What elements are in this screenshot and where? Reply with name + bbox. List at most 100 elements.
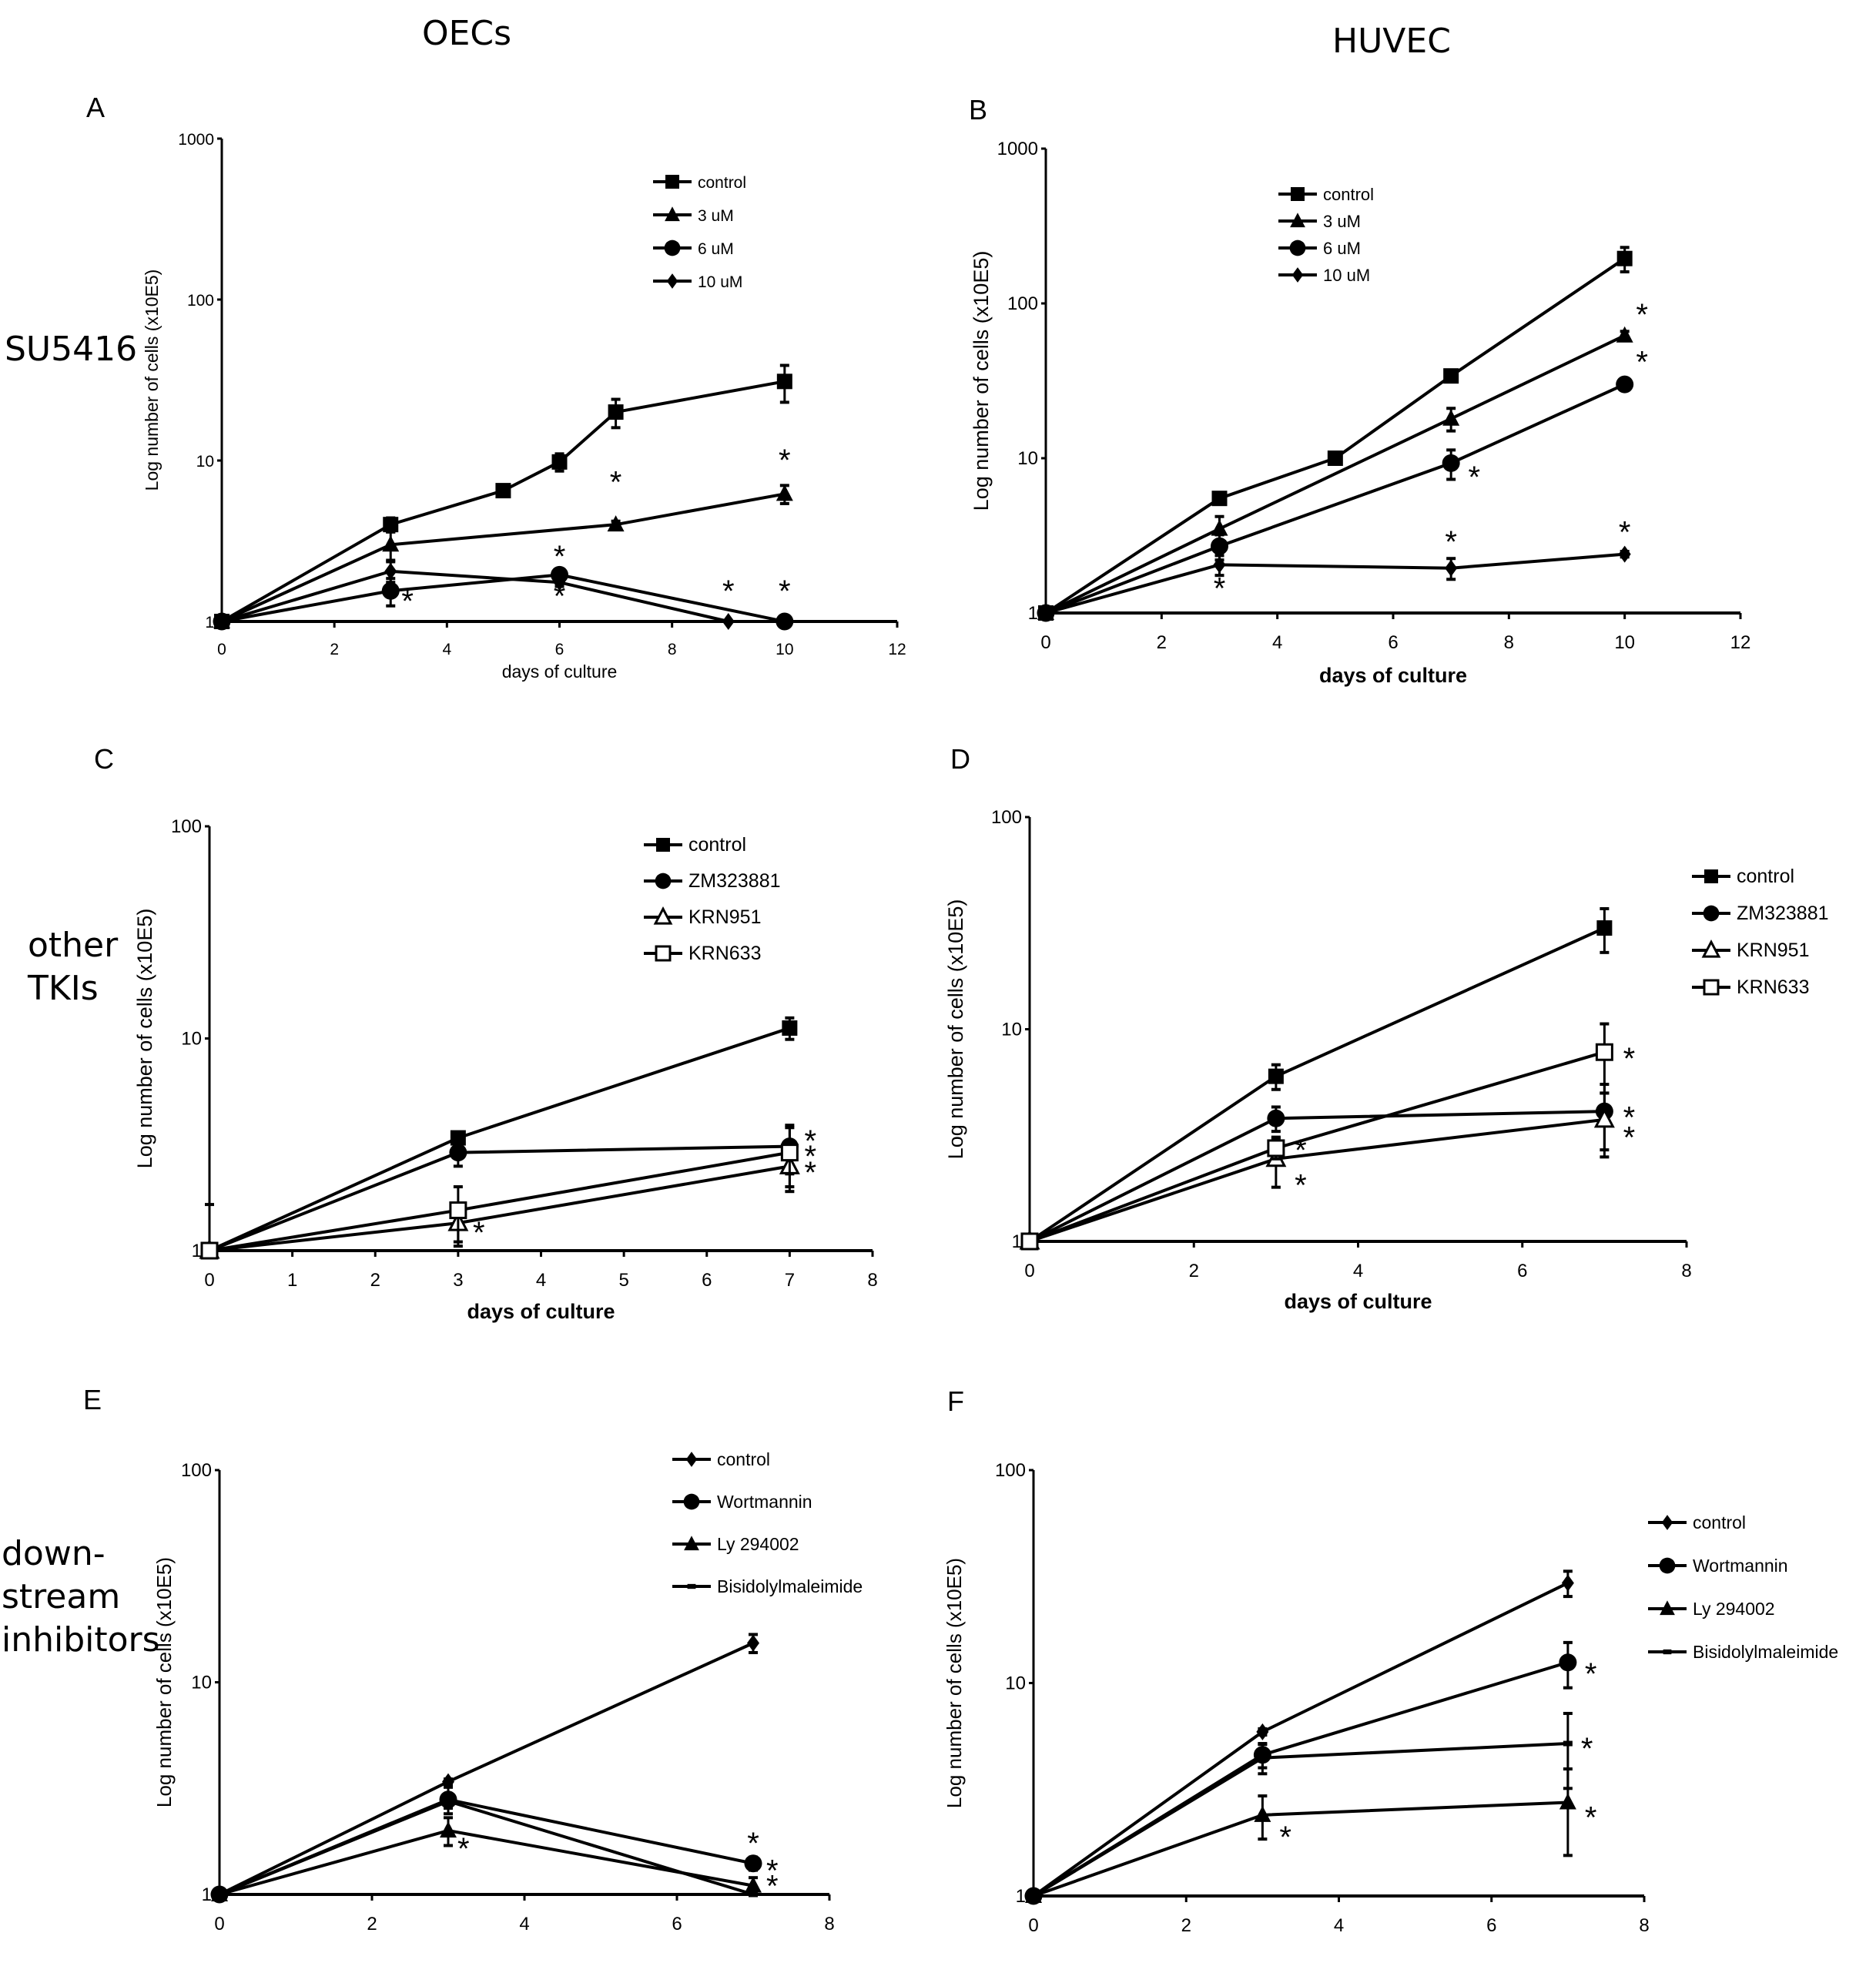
data-point [608, 404, 624, 420]
data-point [553, 574, 566, 591]
data-point [449, 1144, 467, 1162]
data-point [1595, 1043, 1613, 1061]
legend-label: control [1737, 866, 1794, 887]
panel-letter: A [86, 92, 105, 123]
data-point [383, 517, 399, 533]
legend-item: 3 uM [1278, 212, 1361, 231]
chart-panel-b: B 1 10 100 1000 0 2 4 6 8 10 12 Log number of cells … [969, 94, 1750, 687]
legend-label: ZM323881 [1737, 903, 1829, 924]
legend-label: 6 uM [698, 240, 734, 258]
data-point [440, 1821, 457, 1838]
x-tick-label: 8 [1639, 1915, 1649, 1936]
x-tick-label: 2 [370, 1270, 380, 1291]
legend-item: ZM323881 [644, 870, 781, 892]
data-point [1258, 1755, 1268, 1761]
y-axis-label: Log number of cells (x10E5) [944, 899, 967, 1160]
y-tick-label: 1 [202, 1884, 212, 1905]
significance-asterisk: * [473, 1216, 485, 1250]
legend-label: KRN633 [688, 943, 762, 964]
series-line [221, 380, 786, 623]
y-tick-label: 10 [181, 1029, 202, 1050]
significance-asterisk: * [1581, 1732, 1593, 1766]
x-tick-label: 8 [1504, 632, 1514, 653]
x-tick-label: 10 [1614, 632, 1635, 653]
legend-marker [666, 273, 678, 289]
x-axis-label: days of culture [1284, 1290, 1432, 1313]
x-tick-label: 6 [1388, 632, 1398, 653]
y-tick-label: 1 [1028, 603, 1038, 624]
data-point [495, 483, 511, 499]
significance-asterisk: * [722, 574, 735, 608]
series-control [1038, 246, 1633, 621]
panel-letter: B [969, 94, 987, 126]
x-tick-label: 1 [287, 1270, 297, 1291]
data-point [745, 1876, 762, 1893]
row-title-downstream-text: down- stream inhibitors [2, 1534, 160, 1660]
series-control [214, 363, 792, 629]
legend-label: Ly 294002 [1693, 1599, 1775, 1619]
significance-asterisk: * [766, 1854, 779, 1888]
data-point [449, 1201, 467, 1220]
significance-asterisk: * [1468, 461, 1480, 494]
data-point [1268, 1068, 1284, 1084]
data-point [1559, 1793, 1576, 1810]
row-title-other-tkis: other TKIs [28, 924, 118, 1010]
data-point [444, 1798, 453, 1804]
significance-asterisk: * [554, 579, 566, 613]
series-line [221, 569, 729, 623]
series-10-um [216, 560, 735, 630]
series-6-um [1037, 375, 1634, 622]
series-ly-294002 [1025, 1767, 1576, 1903]
y-tick-label: 1 [1012, 1231, 1022, 1252]
y-tick-label: 10 [191, 1673, 212, 1693]
x-tick-label: 8 [824, 1914, 834, 1934]
data-point [1211, 537, 1228, 555]
y-axis-label: Log number of cells (x10E5) [943, 1558, 966, 1808]
legend-marker [653, 906, 673, 925]
legend-marker [655, 873, 672, 889]
legend-item: KRN633 [1692, 976, 1810, 998]
series-control [202, 1016, 798, 1258]
x-tick-label: 0 [217, 641, 226, 658]
y-tick-label: 1 [192, 1241, 202, 1261]
legend-marker [1703, 979, 1720, 996]
y-tick-label: 10 [1017, 448, 1038, 469]
x-tick-label: 7 [785, 1270, 795, 1291]
legend-item: control [644, 834, 746, 856]
chart-panel-e: E 1 10 100 0 2 4 6 8 Log number of cells (x10E5) *… [83, 1384, 863, 1934]
x-tick-label: 4 [442, 641, 451, 658]
series-line [1032, 1660, 1569, 1898]
x-tick-label: 0 [1024, 1261, 1034, 1281]
legend-marker [687, 1583, 696, 1589]
series-line [1045, 333, 1626, 615]
legend-marker [1291, 267, 1304, 283]
series-line [209, 1151, 790, 1252]
x-tick-label: 12 [1730, 632, 1751, 653]
series-line [1029, 1117, 1605, 1243]
x-tick-label: 6 [702, 1270, 712, 1291]
legend-label: control [1323, 185, 1374, 204]
significance-asterisk: * [1636, 298, 1648, 332]
series-krn633 [200, 1126, 799, 1260]
significance-asterisk: * [747, 1827, 759, 1861]
legend-item: control [1278, 185, 1374, 204]
significance-asterisk: * [804, 1124, 816, 1158]
series-line [1045, 383, 1626, 615]
significance-asterisk: * [804, 1156, 816, 1190]
data-point [1267, 1109, 1285, 1127]
data-point [1596, 920, 1613, 936]
legend-label: control [688, 834, 746, 856]
x-tick-label: 5 [618, 1270, 628, 1291]
x-tick-label: 2 [330, 641, 339, 658]
series-line [1045, 552, 1625, 615]
series-line [221, 573, 786, 623]
x-tick-label: 4 [1353, 1261, 1363, 1281]
series-line [1032, 1742, 1568, 1898]
y-tick-label: 100 [991, 807, 1022, 828]
series-line [1028, 926, 1606, 1243]
data-point [1442, 409, 1460, 426]
x-tick-label: 8 [867, 1270, 877, 1291]
data-point [749, 1891, 758, 1898]
series-krn633 [1020, 1022, 1613, 1251]
